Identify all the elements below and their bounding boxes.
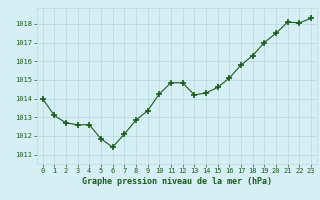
X-axis label: Graphe pression niveau de la mer (hPa): Graphe pression niveau de la mer (hPa) (82, 177, 272, 186)
